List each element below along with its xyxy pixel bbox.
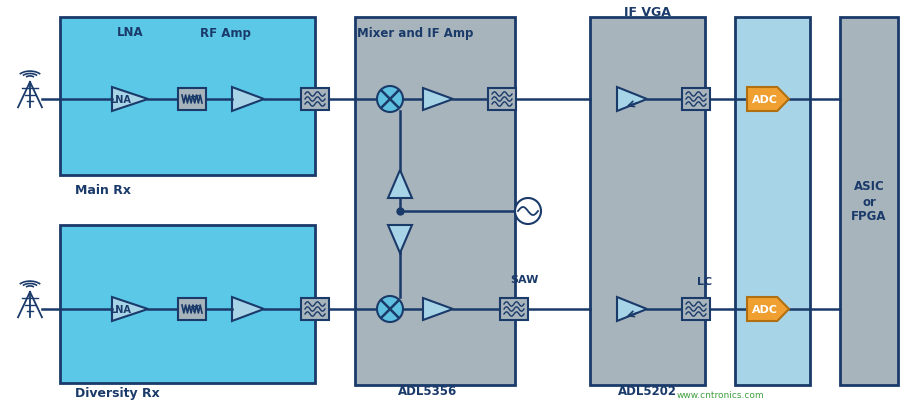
Polygon shape	[423, 89, 453, 111]
Text: LNA: LNA	[116, 26, 143, 39]
Text: SAW: SAW	[510, 274, 538, 284]
Bar	[178, 298, 206, 320]
Polygon shape	[232, 297, 264, 321]
Text: Diversity Rx: Diversity Rx	[75, 386, 160, 399]
Polygon shape	[232, 88, 264, 112]
Text: Main Rx: Main Rx	[75, 183, 131, 196]
Text: RF Amp: RF Amp	[199, 26, 250, 39]
Polygon shape	[617, 297, 647, 321]
Bar	[60, 18, 315, 175]
Circle shape	[377, 87, 403, 113]
Polygon shape	[388, 171, 412, 198]
Bar	[735, 18, 810, 385]
Polygon shape	[747, 88, 789, 112]
Bar	[301, 298, 329, 320]
Text: ADC: ADC	[752, 95, 778, 105]
Text: Mixer and IF Amp: Mixer and IF Amp	[357, 26, 473, 39]
Circle shape	[515, 198, 541, 224]
Polygon shape	[112, 297, 148, 321]
Polygon shape	[388, 226, 412, 254]
Text: IF VGA: IF VGA	[623, 6, 671, 19]
Polygon shape	[617, 88, 647, 112]
Bar	[60, 226, 315, 383]
Polygon shape	[112, 88, 148, 112]
Bar	[178, 89, 206, 111]
Bar	[682, 89, 710, 111]
Circle shape	[377, 296, 403, 322]
Bar	[355, 18, 515, 385]
Bar	[590, 18, 705, 385]
Text: ASIC
or
FPGA: ASIC or FPGA	[851, 180, 886, 223]
Polygon shape	[747, 297, 789, 321]
Text: www.cntronics.com: www.cntronics.com	[676, 390, 763, 399]
Text: ADC: ADC	[752, 304, 778, 314]
Polygon shape	[423, 298, 453, 320]
Text: ADL5202: ADL5202	[618, 385, 676, 398]
Text: LNA: LNA	[109, 304, 131, 314]
Bar	[301, 89, 329, 111]
Bar	[682, 298, 710, 320]
Bar	[840, 18, 898, 385]
Bar	[500, 298, 528, 320]
Bar	[488, 89, 516, 111]
Text: LNA: LNA	[109, 95, 131, 105]
Text: LC: LC	[697, 276, 713, 286]
Text: ADL5356: ADL5356	[399, 385, 458, 398]
